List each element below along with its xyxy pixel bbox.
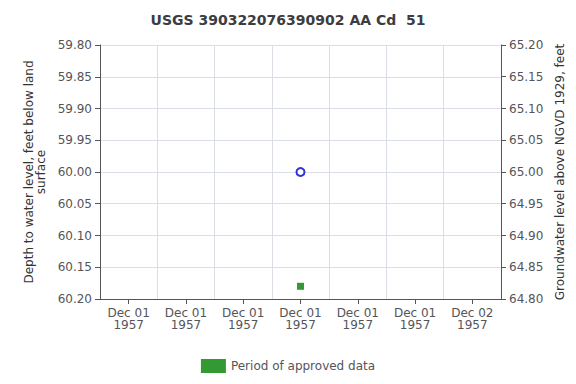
svg-text:59.95: 59.95 [58, 133, 92, 147]
svg-text:60.05: 60.05 [58, 197, 92, 211]
svg-text:1957: 1957 [343, 318, 374, 332]
svg-text:USGS 390322076390902 AA Cd 51: USGS 390322076390902 AA Cd 51 [151, 12, 426, 28]
svg-text:1957: 1957 [285, 318, 316, 332]
svg-text:Groundwater level above NGVD 1: Groundwater level above NGVD 1929, feet [553, 43, 567, 300]
svg-text:Dec 01: Dec 01 [279, 306, 322, 320]
svg-text:60.15: 60.15 [58, 260, 92, 274]
svg-text:64.95: 64.95 [509, 197, 543, 211]
svg-text:65.20: 65.20 [509, 38, 543, 52]
svg-text:65.05: 65.05 [509, 133, 543, 147]
svg-text:1957: 1957 [228, 318, 259, 332]
svg-text:65.10: 65.10 [509, 102, 543, 116]
svg-text:Dec 01: Dec 01 [336, 306, 379, 320]
svg-text:1957: 1957 [113, 318, 144, 332]
svg-text:1957: 1957 [457, 318, 488, 332]
svg-text:64.90: 64.90 [509, 229, 543, 243]
svg-text:60.20: 60.20 [58, 292, 92, 306]
svg-text:64.85: 64.85 [509, 260, 543, 274]
svg-text:59.80: 59.80 [58, 38, 92, 52]
svg-text:Dec 01: Dec 01 [222, 306, 265, 320]
svg-text:Dec 01: Dec 01 [393, 306, 437, 320]
svg-text:60.10: 60.10 [58, 229, 92, 243]
svg-text:1957: 1957 [171, 318, 202, 332]
svg-text:59.85: 59.85 [58, 70, 92, 84]
svg-text:Dec 01: Dec 01 [107, 306, 150, 320]
svg-text:Depth to water level, feet bel: Depth to water level, feet below land [21, 60, 36, 284]
svg-text:59.90: 59.90 [58, 102, 92, 116]
svg-text:Dec 01: Dec 01 [164, 306, 208, 320]
svg-text:65.00: 65.00 [509, 165, 543, 179]
svg-text:surface: surface [34, 150, 48, 194]
svg-text:Dec 02: Dec 02 [451, 306, 494, 320]
svg-text:1957: 1957 [400, 318, 431, 332]
svg-text:Period of approved data: Period of approved data [231, 359, 375, 373]
svg-text:60.00: 60.00 [58, 165, 92, 179]
svg-text:64.80: 64.80 [509, 292, 543, 306]
svg-text:65.15: 65.15 [509, 70, 543, 84]
